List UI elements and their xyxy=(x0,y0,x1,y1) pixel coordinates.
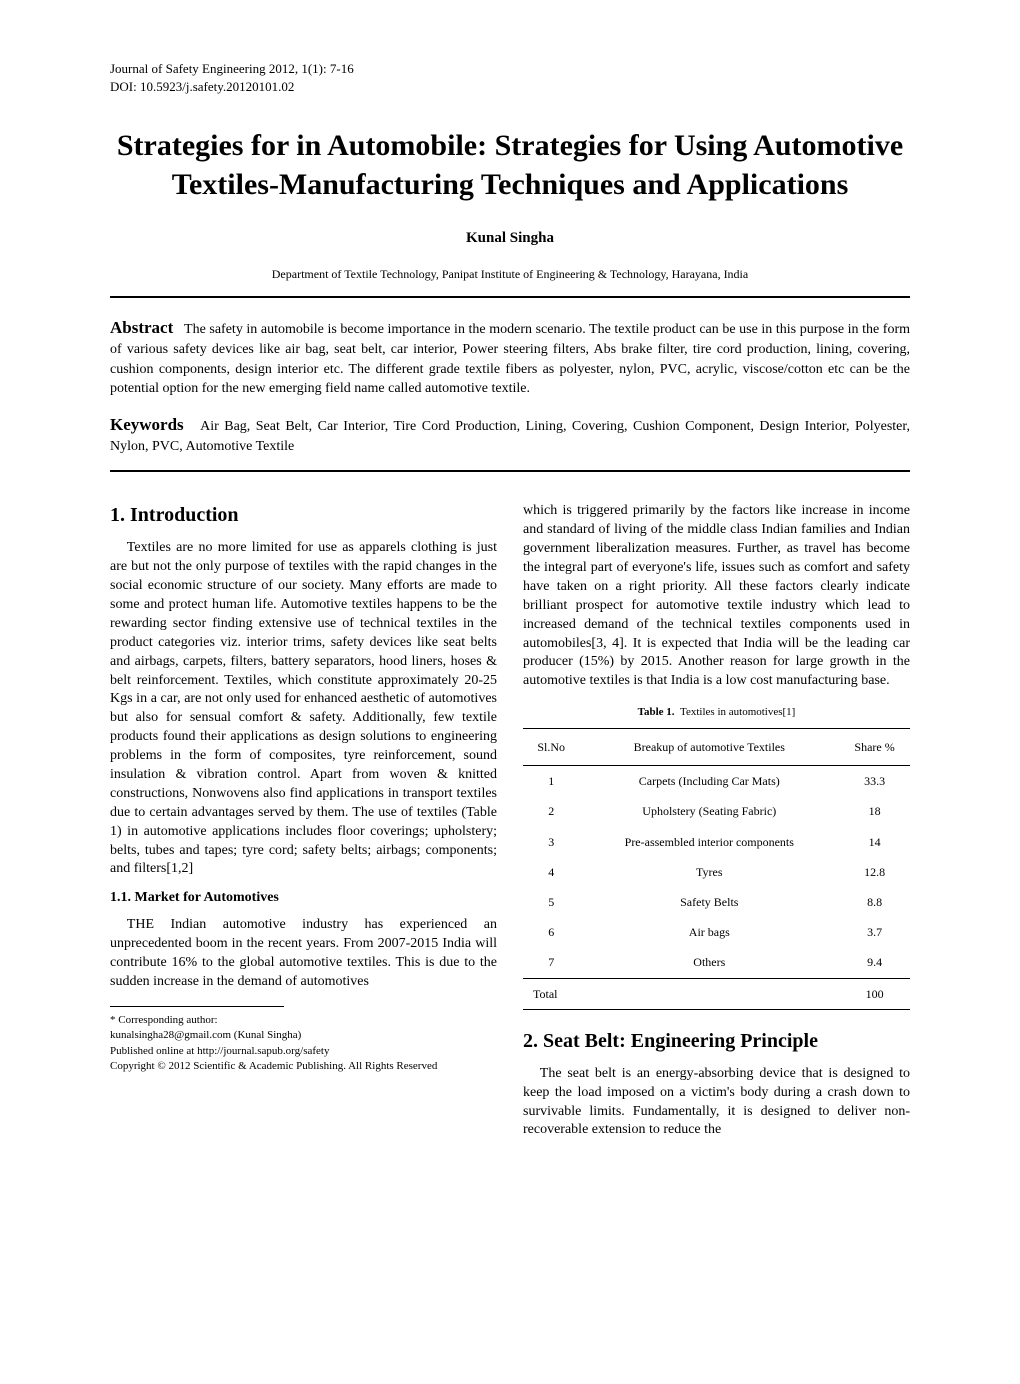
left-column: 1. Introduction Textiles are no more lim… xyxy=(110,502,497,1140)
table-col-2: Share % xyxy=(839,729,910,766)
journal-line: Journal of Safety Engineering 2012, 1(1)… xyxy=(110,60,910,78)
journal-meta: Journal of Safety Engineering 2012, 1(1)… xyxy=(110,60,910,96)
cell: 2 xyxy=(523,796,579,826)
cell: Total xyxy=(523,978,579,1009)
table-col-0: Sl.No xyxy=(523,729,579,766)
cell: 14 xyxy=(839,827,910,857)
table-row: 4 Tyres 12.8 xyxy=(523,857,910,887)
keywords-block: Keywords Air Bag, Seat Belt, Car Interio… xyxy=(110,413,910,456)
cell: Tyres xyxy=(579,857,839,887)
footnote-copyright: Copyright © 2012 Scientific & Academic P… xyxy=(110,1059,497,1074)
cell: 6 xyxy=(523,917,579,947)
rule-top xyxy=(110,296,910,298)
table-1-caption-label: Table 1. xyxy=(638,706,675,718)
cell: 8.8 xyxy=(839,887,910,917)
section-1-para-1: Textiles are no more limited for use as … xyxy=(110,539,497,879)
table-1-caption: Table 1. Textiles in automotives[1] xyxy=(523,705,910,720)
two-column-body: 1. Introduction Textiles are no more lim… xyxy=(110,502,910,1140)
cell xyxy=(579,978,839,1009)
cell: Safety Belts xyxy=(579,887,839,917)
cell: Air bags xyxy=(579,917,839,947)
cell: Pre-assembled interior components xyxy=(579,827,839,857)
section-1-para-3: which is triggered primarily by the fact… xyxy=(523,502,910,691)
cell: 12.8 xyxy=(839,857,910,887)
footnote-corresponding: * Corresponding author: xyxy=(110,1013,497,1028)
cell: 18 xyxy=(839,796,910,826)
table-col-1: Breakup of automotive Textiles xyxy=(579,729,839,766)
keywords-label: Keywords xyxy=(110,415,184,434)
table-row: 3 Pre-assembled interior components 14 xyxy=(523,827,910,857)
section-2-para-1: The seat belt is an energy-absorbing dev… xyxy=(523,1065,910,1141)
cell: 9.4 xyxy=(839,947,910,978)
footnote-published: Published online at http://journal.sapub… xyxy=(110,1044,497,1059)
doi-line: DOI: 10.5923/j.safety.20120101.02 xyxy=(110,78,910,96)
table-1: Sl.No Breakup of automotive Textiles Sha… xyxy=(523,728,910,1010)
paper-title: Strategies for in Automobile: Strategies… xyxy=(110,126,910,204)
section-1-heading: 1. Introduction xyxy=(110,502,497,529)
table-row: 5 Safety Belts 8.8 xyxy=(523,887,910,917)
rule-bottom xyxy=(110,470,910,472)
cell: 3.7 xyxy=(839,917,910,947)
footnote-separator xyxy=(110,1006,284,1007)
cell: 1 xyxy=(523,766,579,797)
cell: 5 xyxy=(523,887,579,917)
table-header-row: Sl.No Breakup of automotive Textiles Sha… xyxy=(523,729,910,766)
table-1-caption-text: Textiles in automotives[1] xyxy=(680,706,795,718)
right-column: which is triggered primarily by the fact… xyxy=(523,502,910,1140)
cell: Others xyxy=(579,947,839,978)
table-row: 6 Air bags 3.7 xyxy=(523,917,910,947)
abstract-label: Abstract xyxy=(110,318,173,337)
abstract-block: Abstract The safety in automobile is bec… xyxy=(110,316,910,399)
section-1-para-2: THE Indian automotive industry has exper… xyxy=(110,916,497,992)
table-row: 2 Upholstery (Seating Fabric) 18 xyxy=(523,796,910,826)
table-row: 7 Others 9.4 xyxy=(523,947,910,978)
cell: 33.3 xyxy=(839,766,910,797)
author-name: Kunal Singha xyxy=(110,230,910,247)
cell: Upholstery (Seating Fabric) xyxy=(579,796,839,826)
keywords-text: Air Bag, Seat Belt, Car Interior, Tire C… xyxy=(110,419,910,454)
cell: Carpets (Including Car Mats) xyxy=(579,766,839,797)
cell: 100 xyxy=(839,978,910,1009)
table-row: 1 Carpets (Including Car Mats) 33.3 xyxy=(523,766,910,797)
affiliation: Department of Textile Technology, Panipa… xyxy=(110,267,910,282)
section-2-heading: 2. Seat Belt: Engineering Principle xyxy=(523,1028,910,1055)
cell: 3 xyxy=(523,827,579,857)
abstract-text: The safety in automobile is become impor… xyxy=(110,322,910,396)
cell: 4 xyxy=(523,857,579,887)
table-total-row: Total 100 xyxy=(523,978,910,1009)
footnote-email: kunalsingha28@gmail.com (Kunal Singha) xyxy=(110,1028,497,1043)
cell: 7 xyxy=(523,947,579,978)
subsection-11-heading: 1.1. Market for Automotives xyxy=(110,889,497,908)
